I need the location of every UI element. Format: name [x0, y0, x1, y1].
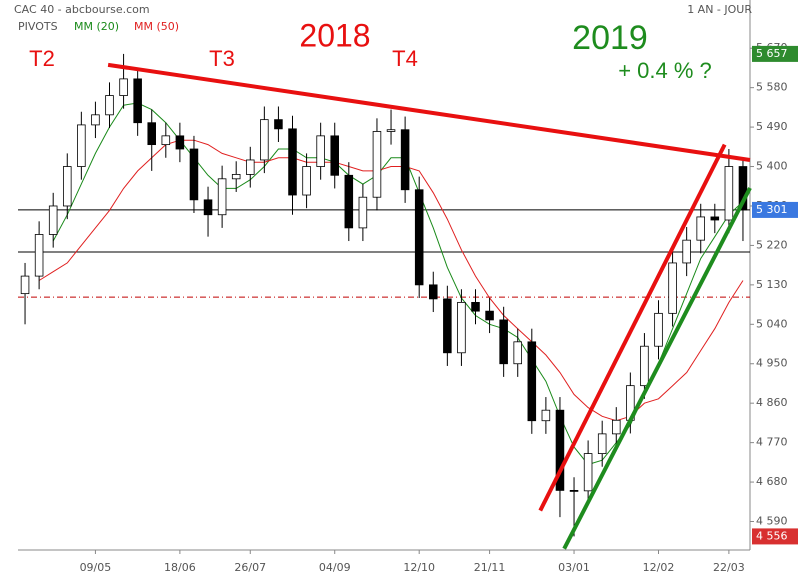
y-tick-label: 4 950 [756, 357, 788, 370]
y-tick-label: 5 580 [756, 81, 788, 94]
candle-body [189, 148, 199, 201]
price-tag-label: 5 657 [756, 47, 788, 60]
candle-body [485, 310, 494, 321]
candle-body [569, 489, 579, 492]
candle-body [682, 239, 691, 264]
legend-mm50: MM (50) [134, 20, 179, 33]
annotation: T2 [29, 46, 55, 71]
legend-pivots: PIVOTS [18, 20, 58, 33]
x-tick-label: 21/11 [474, 561, 506, 574]
trend-line [538, 143, 727, 512]
x-tick-label: 22/03 [713, 561, 745, 574]
candle-body [20, 275, 30, 295]
candle-body [583, 453, 593, 492]
annotation: T4 [392, 46, 418, 71]
candle-body [260, 119, 269, 161]
y-tick-label: 5 130 [756, 278, 788, 291]
legend-mm20: MM (20) [74, 20, 119, 33]
candle-body [640, 345, 649, 387]
x-tick-label: 12/10 [403, 561, 435, 574]
candle-body [471, 301, 480, 312]
y-tick-label: 4 680 [756, 475, 788, 488]
candle-body [358, 196, 368, 229]
trend-line [107, 62, 751, 162]
candle-body [443, 298, 452, 354]
x-tick-label: 04/09 [319, 561, 351, 574]
candle-body [400, 129, 410, 191]
price-tag [752, 201, 798, 218]
candle-body [654, 312, 663, 347]
candle-body [217, 178, 227, 216]
annotation: 2018 [299, 17, 370, 53]
candle-body [710, 216, 720, 221]
candle-body [77, 124, 86, 167]
candle-body [175, 135, 185, 150]
candle-body [555, 409, 565, 491]
trend-line [562, 187, 752, 550]
candle-body [499, 319, 508, 365]
x-tick-label: 12/02 [643, 561, 675, 574]
x-tick-label: 26/07 [234, 561, 266, 574]
y-tick-label: 5 400 [756, 160, 788, 173]
candle-body [119, 78, 128, 96]
candle-body [724, 166, 734, 221]
candle-body [738, 166, 748, 211]
y-tick-label: 5 040 [756, 317, 788, 330]
candle-body [513, 341, 523, 365]
candle-body [91, 114, 100, 126]
candle-body [696, 216, 706, 241]
annotation: 2019 [572, 19, 648, 57]
chart-title: CAC 40 - abcbourse.com [14, 3, 150, 16]
candle-body [203, 199, 213, 216]
y-tick-label: 4 860 [756, 396, 788, 409]
price-tag [752, 45, 798, 62]
y-tick-label: 4 770 [756, 436, 788, 449]
x-tick-label: 18/06 [164, 561, 196, 574]
candle-body [428, 284, 438, 300]
candle-body [316, 135, 325, 167]
chart-subtitle: 1 AN - JOUR [687, 3, 752, 16]
annotation: + 0.4 % ? [618, 58, 712, 83]
candle-body [372, 131, 382, 198]
candle-body [541, 409, 551, 422]
candle-body [34, 234, 44, 277]
y-tick-label: 4 590 [756, 515, 788, 528]
candle-body [133, 78, 142, 124]
candle-body [611, 419, 621, 435]
candle-body [386, 129, 396, 132]
candle-body [147, 122, 157, 146]
candle-body [161, 135, 171, 146]
price-tag-label: 5 301 [756, 203, 788, 216]
y-tick-label: 5 490 [756, 120, 788, 133]
candle-body [414, 189, 424, 286]
candle-body [245, 159, 255, 175]
candle-body [597, 433, 607, 454]
annotation: T3 [209, 46, 235, 71]
candle-body [48, 205, 58, 235]
candle-body [231, 174, 241, 180]
x-tick-label: 03/01 [558, 561, 590, 574]
candle-body [344, 174, 354, 229]
x-tick-label: 09/05 [80, 561, 112, 574]
candle-body [527, 341, 537, 422]
moving-average [38, 139, 744, 422]
candle-body [668, 262, 677, 314]
price-tag [752, 528, 798, 545]
candle-body [274, 119, 283, 130]
y-tick-label: 5 220 [756, 238, 788, 251]
price-tag-label: 4 556 [756, 529, 788, 542]
candle-body [302, 166, 311, 196]
candle-body [288, 128, 297, 196]
candle-body [105, 95, 114, 116]
candle-body [457, 301, 466, 354]
candle-body [62, 166, 72, 207]
candle-body [330, 135, 340, 176]
plot-area: 4 590 4 680 4 770 4 860 4 950 5 040 5 130 5 220… [18, 0, 788, 574]
